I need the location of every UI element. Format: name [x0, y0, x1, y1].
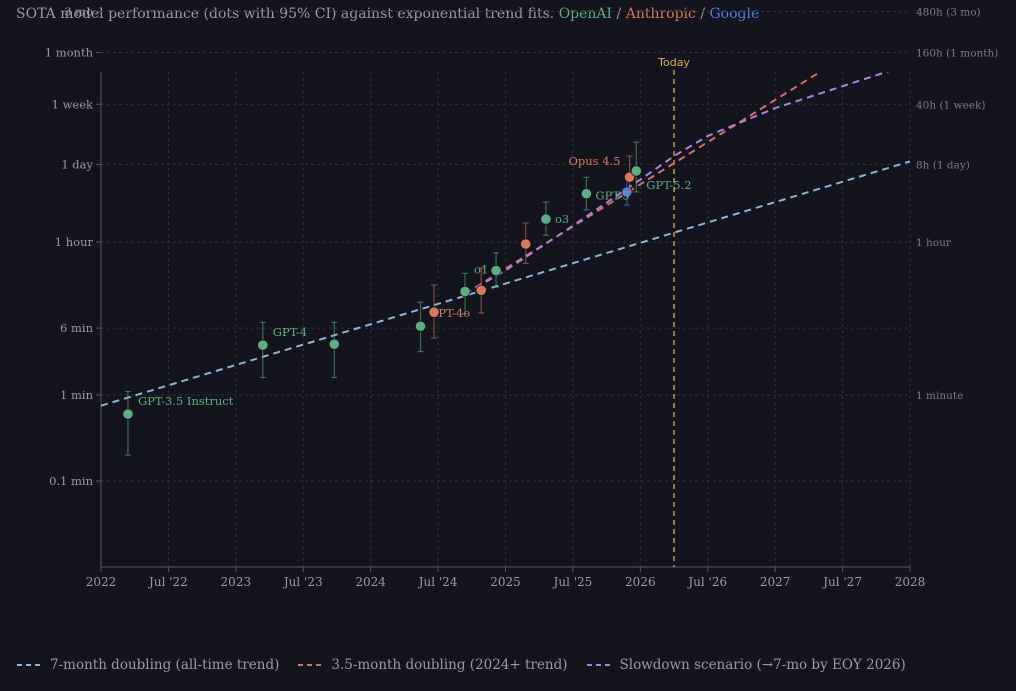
- x-tick-label: 2028: [895, 575, 926, 589]
- y-tick-label: 1 month: [45, 46, 94, 60]
- point-label: GPT-5.2: [646, 178, 691, 192]
- data-point-openai: [490, 264, 502, 277]
- data-point-anthropic: [428, 306, 440, 318]
- data-point-openai: [328, 338, 340, 350]
- x-tick-label: 2027: [760, 575, 791, 589]
- title-sep-2: /: [700, 6, 706, 22]
- y-tick-label: 3 mo: [64, 4, 93, 18]
- y-tick-label: 1 hour: [55, 235, 94, 249]
- legend-swatch-all-time: [17, 664, 43, 666]
- x-tick-label: 2024: [355, 575, 386, 589]
- x-tick-label: 2023: [221, 575, 252, 589]
- y-right-tick-label: 8h (1 day): [916, 159, 970, 171]
- today-label: Today: [657, 56, 690, 69]
- data-point-openai: [580, 188, 593, 200]
- chart-svg: 2022 Jul '22 2023 Jul '23 2024 Jul '24 2025 Jul…: [45, 4, 999, 589]
- title-google: Google: [709, 6, 760, 22]
- data-point-openai: [122, 408, 134, 420]
- point-label: o1: [474, 263, 488, 277]
- y-tick-label: 0.1 min: [49, 474, 94, 488]
- x-tick-label: 2022: [86, 575, 117, 589]
- x-tick-label: 2026: [625, 575, 656, 589]
- y-right-tick-label: 1 hour: [916, 237, 952, 249]
- x-tick-label: Jul '24: [417, 575, 458, 589]
- legend-label-all-time: 7-month doubling (all-time trend): [50, 657, 280, 673]
- data-point-openai: [459, 285, 471, 298]
- data-point-openai: [414, 320, 427, 332]
- data-point-anthropic: [520, 238, 532, 250]
- legend-item-2024-trend: 3.5-month doubling (2024+ trend): [297, 657, 568, 673]
- y-tick-label: 1 day: [61, 157, 93, 171]
- y-tick-label: 1 min: [60, 388, 94, 402]
- x-tick-label: Jul '26: [686, 575, 727, 589]
- y-right-tick-label: 1 minute: [916, 390, 963, 402]
- title-text: SOTA model performance (dots with 95% CI…: [16, 6, 555, 22]
- legend-swatch-2024-trend: [298, 664, 325, 666]
- trend-line-all-time: [101, 160, 910, 407]
- legend-item-slowdown: Slowdown scenario (→7-mo by EOY 2026): [586, 657, 906, 673]
- legend-item-all-time: 7-month doubling (all-time trend): [16, 657, 279, 673]
- y-tick-label: 6 min: [60, 321, 94, 335]
- point-label: GPT-4o: [429, 306, 470, 320]
- legend-label-2024-trend: 3.5-month doubling (2024+ trend): [331, 657, 568, 673]
- title-openai: OpenAI: [558, 6, 613, 22]
- trend-line-slowdown: [464, 72, 890, 295]
- data-point-openai: [630, 165, 642, 177]
- data-point-openai: [540, 213, 552, 225]
- point-label: GPT-5: [595, 189, 629, 203]
- y-right-tick-label: 480h (3 mo): [916, 6, 981, 18]
- x-tick-label: Jul '22: [147, 575, 188, 589]
- point-label: Opus 4.5: [568, 154, 620, 168]
- x-tick-label: Jul '23: [282, 575, 323, 589]
- legend-label-slowdown: Slowdown scenario (→7-mo by EOY 2026): [619, 657, 906, 673]
- y-right-tick-label: 160h (1 month): [916, 48, 998, 60]
- y-right-tick-label: 40h (1 week): [916, 99, 985, 111]
- x-tick-label: Jul '27: [821, 575, 862, 589]
- chart-title: SOTA model performance (dots with 95% CI…: [16, 6, 759, 22]
- x-tick-label: 2025: [490, 575, 521, 589]
- x-tick-label: Jul '25: [552, 575, 593, 589]
- point-label: o3: [555, 212, 569, 226]
- data-point-openai: [257, 339, 269, 351]
- point-label: GPT-4: [273, 325, 307, 339]
- y-tick-label: 1 week: [52, 97, 94, 111]
- title-sep-1: /: [616, 6, 622, 22]
- legend: 7-month doubling (all-time trend) 3.5-mo…: [16, 657, 906, 673]
- data-point-anthropic: [475, 284, 487, 296]
- legend-swatch-slowdown: [586, 664, 613, 666]
- title-anthropic: Anthropic: [625, 6, 696, 22]
- point-label: GPT-3.5 Instruct: [138, 394, 234, 408]
